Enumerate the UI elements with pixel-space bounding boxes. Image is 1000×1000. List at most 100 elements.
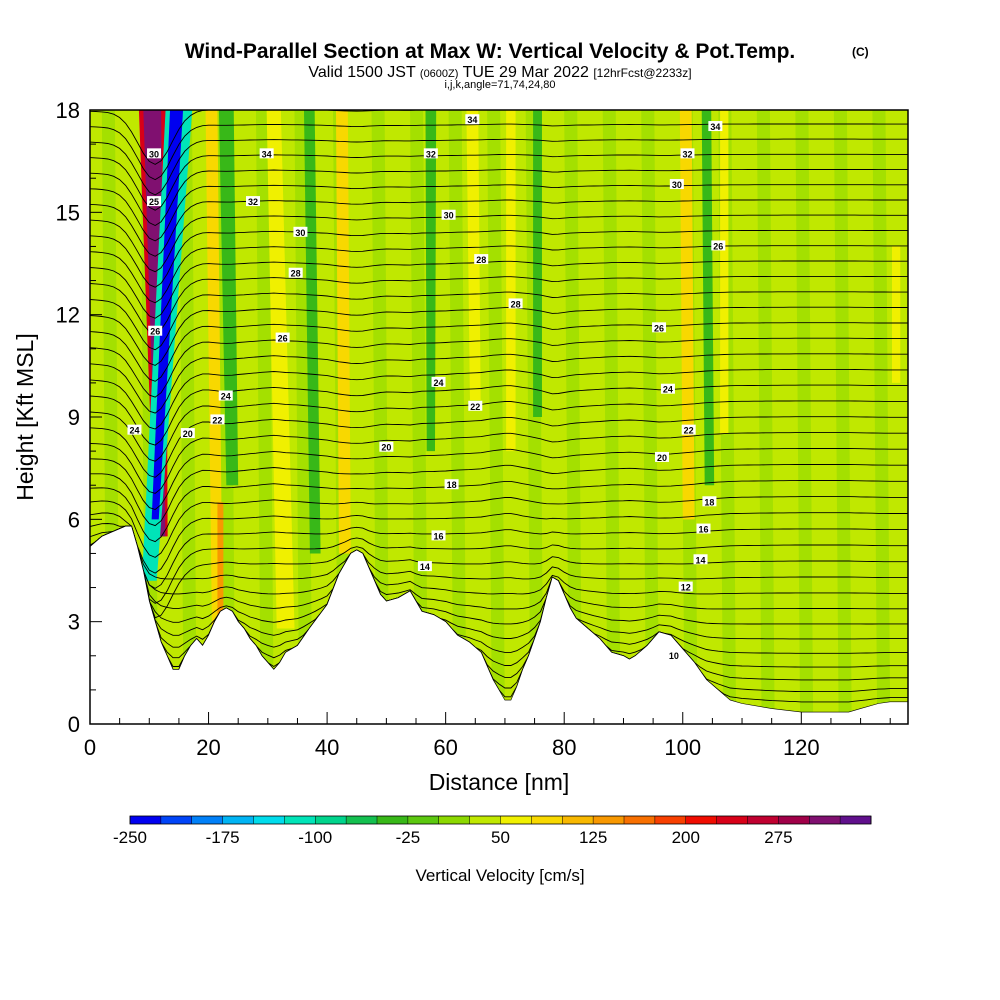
chart-title-mark: (C) — [852, 45, 869, 59]
contour-label: 18 — [444, 479, 459, 490]
contour-label: 25 — [147, 196, 162, 207]
theta-contour — [90, 291, 908, 351]
colorbar-swatch — [222, 816, 254, 824]
contour-label-text: 26 — [713, 241, 723, 251]
field-band — [178, 110, 197, 724]
contour-label-box — [444, 479, 459, 490]
contour-label: 10 — [666, 649, 681, 661]
x-tick-label: 100 — [664, 735, 701, 760]
contour-label: 30 — [669, 179, 684, 190]
contour-label-box — [508, 298, 523, 309]
contour-label-text: 22 — [470, 402, 480, 412]
contour-label: 22 — [468, 400, 483, 412]
colorbar-tick-label: 200 — [672, 828, 700, 847]
contour-label-box — [474, 254, 489, 265]
contour-label-box — [275, 332, 290, 343]
contour-label-text: 12 — [681, 583, 691, 593]
colorbar-swatch — [284, 816, 316, 824]
contour-label: 28 — [474, 254, 489, 265]
contour-label: 12 — [678, 581, 693, 593]
x-tick-label: 0 — [84, 735, 96, 760]
colorbar-swatch — [130, 816, 162, 824]
colorbar-swatch — [346, 816, 378, 824]
contour-label-box — [652, 322, 667, 333]
theta-contour — [90, 337, 908, 398]
velocity-field — [90, 110, 908, 724]
contour-label-text: 22 — [212, 415, 222, 425]
contour-label: 14 — [693, 554, 708, 565]
colorbar-swatch — [160, 816, 193, 824]
contour-label-box — [180, 428, 195, 439]
theta-contour — [90, 523, 908, 589]
contour-label-text: 24 — [129, 426, 139, 436]
contour-label-box — [148, 325, 163, 336]
contour-label-box — [147, 148, 162, 159]
theta-contour — [90, 260, 908, 319]
x-axis: 0 20 40 60 80 100 120 — [84, 712, 891, 760]
colorbar-tick-label: -100 — [298, 828, 332, 847]
contour-label-text: 26 — [150, 327, 160, 337]
velocity-cell — [701, 110, 715, 486]
theta-contour — [90, 448, 908, 511]
theta-contour — [90, 138, 908, 196]
contour-label-box — [681, 424, 696, 435]
contour-label: 22 — [681, 424, 696, 436]
contour-label-text: 10 — [669, 651, 679, 661]
contour-label-text: 32 — [248, 197, 258, 207]
contour-label-box — [127, 424, 142, 435]
contour-label-box — [431, 376, 446, 387]
colorbar-tick-label: 50 — [491, 828, 510, 847]
theta-contour — [90, 123, 908, 181]
contour-label: 24 — [127, 424, 142, 436]
theta-contour — [90, 353, 908, 414]
theta-contour — [90, 416, 908, 478]
contour-label-text: 30 — [444, 211, 454, 221]
y-tick-label: 6 — [68, 507, 80, 532]
colorbar-tick-label: -250 — [113, 828, 147, 847]
y-tick-label: 15 — [56, 200, 80, 225]
colorbar-swatch — [562, 816, 594, 824]
contour-label-text: 20 — [657, 453, 667, 463]
velocity-cell — [303, 110, 321, 554]
contour-label-box — [708, 121, 723, 132]
velocity-cell — [891, 246, 901, 383]
y-axis: 0 3 6 9 12 15 18 — [56, 98, 102, 737]
contour-label-box — [666, 649, 681, 660]
y-tick-label: 0 — [68, 712, 80, 737]
colorbar: -250 -175 -100 -25 50 125 200 275 — [113, 815, 872, 847]
contour-label-text: 30 — [672, 180, 682, 190]
subtitle-date: TUE 29 Mar 2022 — [463, 64, 589, 81]
colorbar-swatch — [778, 816, 810, 824]
theta-contour — [90, 525, 908, 625]
contour-label: 30 — [147, 148, 162, 159]
contour-label: 18 — [702, 496, 717, 507]
theta-contour — [90, 184, 908, 242]
colorbar-swatch — [315, 816, 347, 824]
velocity-cell — [217, 502, 224, 639]
colorbar-swatch — [500, 816, 532, 824]
colorbar-swatch — [407, 816, 440, 824]
velocity-cell — [506, 110, 516, 452]
theta-contour — [90, 525, 908, 595]
subtitle-utc: (0600Z) — [420, 68, 459, 80]
y-tick-label: 9 — [68, 405, 80, 430]
contour-label-text: 26 — [654, 323, 664, 333]
contour-label: 20 — [180, 428, 195, 439]
contour-label-box — [246, 196, 261, 207]
contour-label: 26 — [148, 325, 163, 337]
x-axis-label: Distance [nm] — [429, 769, 570, 795]
theta-contour — [90, 322, 908, 382]
contour-label-box — [417, 561, 432, 572]
contour-label-text: 30 — [295, 228, 305, 238]
colorbar-swatch — [809, 816, 841, 824]
colorbar-swatch — [747, 816, 779, 824]
contour-labels: 30 25 26 24 20 24 22 34 32 30 28 26 34 32 30 28 28 24 22 20… — [127, 114, 726, 661]
contour-label-box — [680, 148, 695, 159]
theta-contour — [90, 400, 908, 462]
theta-contour — [90, 496, 908, 558]
contour-label-text: 24 — [221, 392, 231, 402]
chart-subtitle-indices: i,j,k,angle=71,74,24,80 — [444, 79, 555, 91]
theta-contour — [90, 525, 908, 619]
contour-label-text: 32 — [682, 149, 692, 159]
colorbar-tick-label: -175 — [206, 828, 240, 847]
